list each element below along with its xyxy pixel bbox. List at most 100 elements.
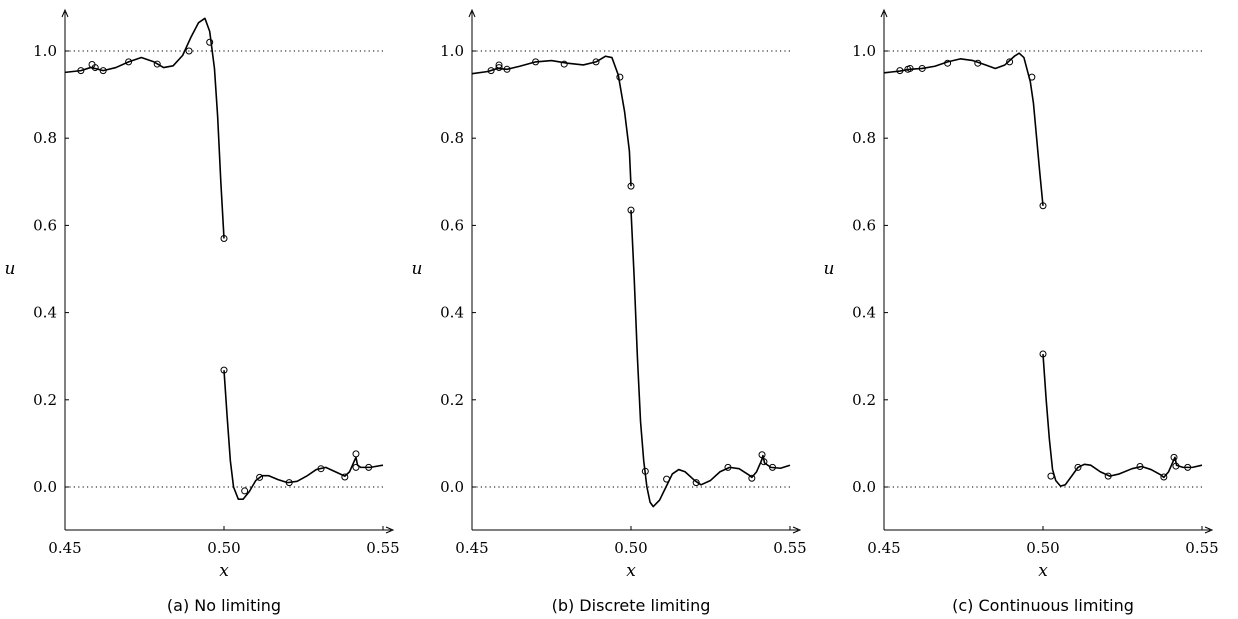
data-marker <box>153 60 161 68</box>
data-marker <box>352 450 360 458</box>
chart-panel-1: 0.0 0.2 0.4 0.6 0.8 1.0 0.45 0.50 0.55 u x (a) No l… <box>5 8 400 615</box>
chart-panel-3: 0.0 0.2 0.4 0.6 0.8 1.0 0.45 0.50 0.55 u x (c) Cont… <box>824 8 1219 615</box>
data-marker <box>769 463 777 471</box>
y-tick-label: 0.0 <box>33 478 57 496</box>
x-axis-label: x <box>626 561 636 581</box>
data-marker <box>1170 453 1178 461</box>
data-marker <box>1136 463 1144 471</box>
y-tick-label: 0.4 <box>33 304 57 322</box>
data-marker <box>974 59 982 67</box>
y-tick-label: 0.6 <box>440 216 464 234</box>
data-marker <box>206 38 214 46</box>
data-marker <box>365 463 373 471</box>
y-tick-label: 0.8 <box>33 129 57 147</box>
x-tick-label: 0.50 <box>207 539 240 557</box>
x-tick-label: 0.45 <box>867 539 900 557</box>
data-marker <box>241 487 249 495</box>
data-marker <box>944 59 952 67</box>
data-marker <box>1047 472 1055 480</box>
x-axis-arrow <box>1204 526 1214 534</box>
x-tick-label: 0.45 <box>455 539 488 557</box>
data-marker <box>758 451 766 459</box>
y-tick-label: 0.4 <box>852 304 876 322</box>
data-marker <box>641 467 649 475</box>
data-marker <box>1006 58 1014 66</box>
panel-caption: (a) No limiting <box>167 596 281 615</box>
y-tick-label: 1.0 <box>33 42 57 60</box>
y-axis-arrow <box>468 8 476 18</box>
y-tick-label: 0.0 <box>852 478 876 496</box>
y-tick-label: 0.6 <box>852 216 876 234</box>
x-axis-arrow <box>385 526 395 534</box>
data-marker <box>532 58 540 66</box>
data-marker <box>88 61 96 69</box>
x-axis-arrow <box>792 526 802 534</box>
data-marker <box>1028 73 1036 81</box>
data-marker <box>1172 462 1180 470</box>
y-axis-arrow <box>880 8 888 18</box>
data-marker <box>125 58 133 66</box>
data-marker <box>627 182 635 190</box>
y-tick-label: 1.0 <box>852 42 876 60</box>
x-tick-label: 0.50 <box>1026 539 1059 557</box>
data-marker <box>1104 472 1112 480</box>
data-marker <box>220 234 228 242</box>
data-marker <box>760 458 768 466</box>
y-tick-label: 0.2 <box>852 391 876 409</box>
data-marker <box>285 479 293 487</box>
data-marker <box>495 64 503 72</box>
data-marker <box>1039 350 1047 358</box>
x-axis-label: x <box>219 561 229 581</box>
data-marker <box>185 47 193 55</box>
x-tick-label: 0.45 <box>48 539 81 557</box>
data-marker <box>592 58 600 66</box>
data-marker <box>1184 463 1192 471</box>
data-marker <box>99 67 107 75</box>
data-marker <box>748 474 756 482</box>
x-tick-label: 0.55 <box>366 539 399 557</box>
y-axis-label: u <box>412 259 423 279</box>
data-marker <box>616 73 624 81</box>
data-marker <box>495 61 503 69</box>
solution-curve <box>471 55 632 187</box>
y-tick-label: 0.0 <box>440 478 464 496</box>
chart-panel-2: 0.0 0.2 0.4 0.6 0.8 1.0 0.45 0.50 0.55 u x (b) Disc… <box>412 8 807 615</box>
data-marker <box>692 479 700 487</box>
y-tick-label: 0.2 <box>33 391 57 409</box>
panel-caption: (b) Discrete limiting <box>552 596 711 615</box>
data-marker <box>352 463 360 471</box>
data-marker <box>77 67 85 75</box>
y-tick-label: 1.0 <box>440 42 464 60</box>
y-axis-label: u <box>5 259 16 279</box>
data-marker <box>503 65 511 73</box>
data-marker <box>341 473 349 481</box>
data-marker <box>560 60 568 68</box>
data-marker <box>663 475 671 483</box>
data-marker <box>1160 473 1168 481</box>
y-tick-label: 0.6 <box>33 216 57 234</box>
y-tick-label: 0.8 <box>440 129 464 147</box>
x-axis-label: x <box>1038 561 1048 581</box>
data-marker <box>487 67 495 75</box>
solution-curve <box>223 370 384 501</box>
y-tick-label: 0.8 <box>852 129 876 147</box>
data-marker <box>906 64 914 72</box>
x-tick-label: 0.55 <box>1185 539 1218 557</box>
x-tick-label: 0.50 <box>614 539 647 557</box>
y-axis-arrow <box>61 8 69 18</box>
x-tick-label: 0.55 <box>773 539 806 557</box>
data-marker <box>896 67 904 75</box>
data-marker <box>724 463 732 471</box>
solution-curve <box>1042 353 1203 487</box>
solution-curve <box>630 210 791 508</box>
data-marker <box>220 366 228 374</box>
solution-curve <box>883 52 1044 206</box>
data-marker <box>1074 463 1082 471</box>
y-tick-label: 0.2 <box>440 391 464 409</box>
data-marker <box>1039 202 1047 210</box>
y-tick-label: 0.4 <box>440 304 464 322</box>
panel-caption: (c) Continuous limiting <box>952 596 1134 615</box>
y-axis-label: u <box>824 259 835 279</box>
data-marker <box>627 206 635 214</box>
